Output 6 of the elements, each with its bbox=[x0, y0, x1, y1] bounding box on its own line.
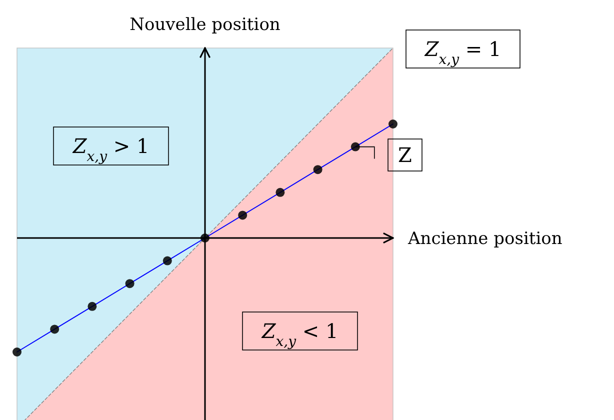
annotation: Z$_{x,y}$ > 1 bbox=[72, 134, 150, 165]
text: Z$_{x,y}$ = 1 bbox=[424, 37, 502, 68]
text: Z bbox=[398, 143, 412, 167]
annotation: Z$_{x,y}$ < 1 bbox=[260, 319, 338, 350]
y-axis-title: Nouvelle position bbox=[130, 15, 280, 35]
x-axis-title: Ancienne position bbox=[407, 229, 562, 249]
